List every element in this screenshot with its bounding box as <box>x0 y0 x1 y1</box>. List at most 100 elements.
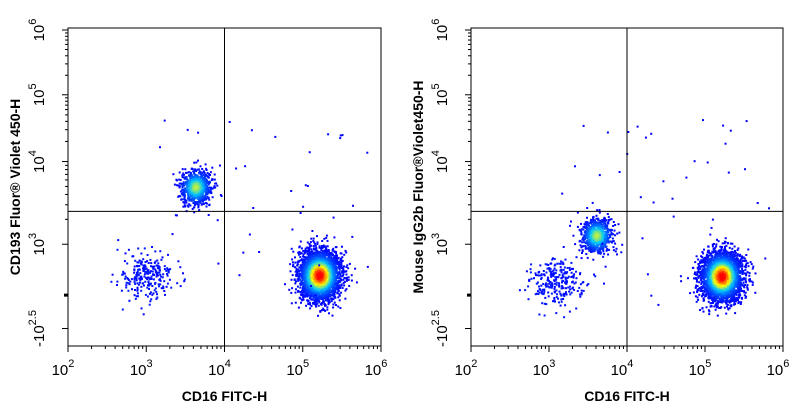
event-dot <box>324 296 327 299</box>
event-dot <box>297 268 300 271</box>
event-dot <box>209 174 211 176</box>
event-dot <box>188 171 191 174</box>
event-dot <box>300 301 302 304</box>
event-dot <box>208 198 211 201</box>
event-dot <box>196 188 199 191</box>
event-dot <box>733 296 736 299</box>
event-dot <box>737 274 740 277</box>
event-dot <box>159 278 162 281</box>
event-dot <box>706 253 708 256</box>
event-dot <box>346 264 349 267</box>
event-dot <box>298 246 301 249</box>
event-dot <box>309 255 312 258</box>
event-dot <box>331 258 334 261</box>
event-dot <box>696 289 699 292</box>
event-dot <box>318 245 321 248</box>
event-dot <box>333 292 335 295</box>
event-dot <box>720 249 723 252</box>
event-dot <box>203 177 206 180</box>
event-dot <box>160 258 163 261</box>
event-dot <box>326 262 329 265</box>
event-dot <box>137 283 140 286</box>
event-dot <box>296 275 299 278</box>
event-dot <box>334 290 337 293</box>
event-dot <box>314 284 317 287</box>
event-dot <box>156 296 159 299</box>
event-dot <box>306 241 309 244</box>
event-dot <box>323 288 326 291</box>
event-dot <box>161 276 164 279</box>
event-dot <box>334 246 337 249</box>
event-dot <box>291 258 294 261</box>
event-dot <box>324 262 327 265</box>
event-dot <box>195 189 198 192</box>
event-dot <box>308 284 311 287</box>
event-dot <box>289 270 292 273</box>
event-dot <box>750 280 753 283</box>
event-dot <box>213 185 216 188</box>
event-dot <box>189 183 192 186</box>
event-dot <box>204 190 207 193</box>
event-dot <box>324 268 327 271</box>
event-dot <box>156 259 159 262</box>
event-dot <box>196 168 199 171</box>
event-dot <box>329 252 332 255</box>
event-dot <box>202 196 204 198</box>
event-dot <box>295 274 298 277</box>
event-dot <box>299 282 302 285</box>
event-dot <box>328 263 331 266</box>
event-dot <box>291 261 294 264</box>
event-dot <box>335 252 338 255</box>
event-dot <box>315 280 318 283</box>
event-dot <box>159 250 162 253</box>
event-dot <box>341 260 344 262</box>
event-dot <box>304 285 307 288</box>
event-dot <box>321 247 324 250</box>
event-dot <box>187 189 190 192</box>
event-dot <box>336 257 339 260</box>
event-dot <box>325 261 328 264</box>
event-dot <box>189 204 192 207</box>
event-dot <box>177 195 180 198</box>
event-dot <box>324 264 327 267</box>
event-dot <box>304 295 306 298</box>
event-dot <box>124 277 127 280</box>
event-dot <box>178 171 181 174</box>
event-dot <box>134 297 137 300</box>
event-dot <box>305 283 308 286</box>
event-dot <box>298 250 301 253</box>
event-dot <box>322 283 325 286</box>
event-dot <box>137 268 140 271</box>
event-dot <box>339 259 342 262</box>
event-dot <box>338 270 341 273</box>
event-dot <box>208 203 211 206</box>
event-dot <box>301 279 304 282</box>
event-dot <box>338 299 341 302</box>
event-dot <box>164 293 166 296</box>
event-dot <box>315 248 318 251</box>
event-dot <box>328 312 330 315</box>
event-dot <box>187 193 190 196</box>
event-dot <box>313 270 316 273</box>
event-dot <box>319 280 322 283</box>
event-dot <box>314 301 317 304</box>
event-dot <box>183 184 186 187</box>
event-dot <box>205 179 208 182</box>
event-dot <box>322 280 325 283</box>
event-dot <box>220 195 223 198</box>
event-dot <box>301 288 304 291</box>
event-dot <box>203 202 205 205</box>
event-dot <box>310 257 313 260</box>
event-dot <box>327 249 330 251</box>
event-dot <box>190 198 193 201</box>
event-dot <box>705 255 708 258</box>
event-dot <box>157 274 160 277</box>
event-dot <box>199 194 201 197</box>
event-dot <box>310 237 313 240</box>
event-dot <box>167 253 169 256</box>
event-dot <box>306 299 309 302</box>
event-dot <box>183 189 186 191</box>
event-dot <box>311 230 314 232</box>
event-dot <box>326 245 329 248</box>
y-tick-label: 103 <box>27 233 48 256</box>
